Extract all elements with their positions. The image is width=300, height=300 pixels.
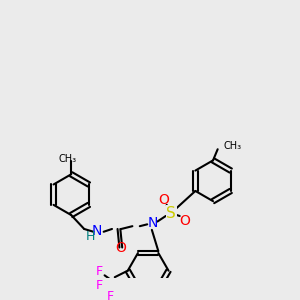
Text: N: N <box>92 224 102 238</box>
Text: F: F <box>95 265 103 278</box>
Text: O: O <box>115 242 126 255</box>
Text: CH₃: CH₃ <box>223 142 242 152</box>
Text: N: N <box>148 216 158 230</box>
Text: S: S <box>167 206 176 221</box>
Text: O: O <box>179 214 190 228</box>
Text: F: F <box>106 290 114 300</box>
Text: O: O <box>158 193 169 207</box>
Text: CH₃: CH₃ <box>58 154 76 164</box>
Text: H: H <box>86 230 95 243</box>
Text: F: F <box>95 279 103 292</box>
